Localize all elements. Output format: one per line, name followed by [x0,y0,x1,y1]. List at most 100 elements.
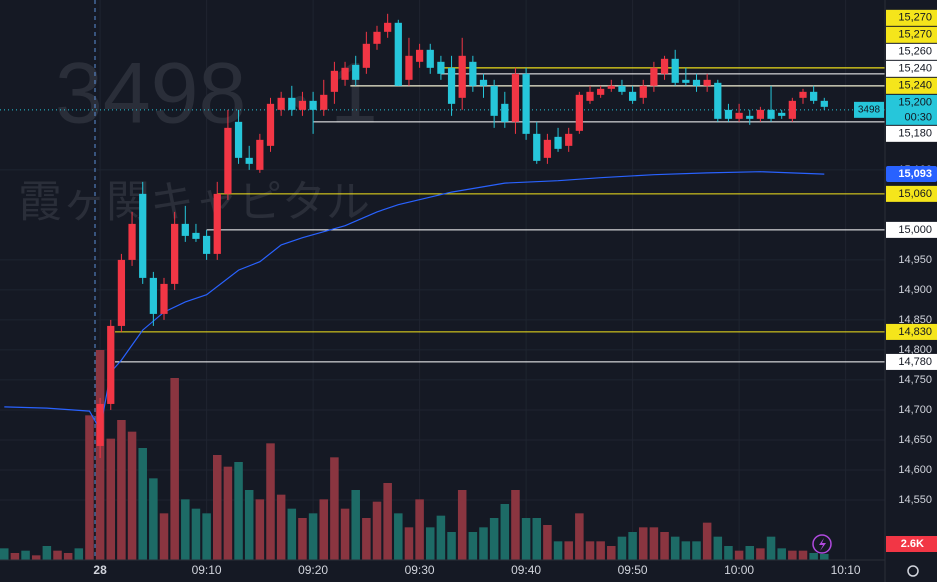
volume-bar [798,550,808,560]
volume-bar [10,553,20,560]
volume-bar [670,536,680,560]
candle-body [490,85,498,116]
volume-badge [886,536,937,552]
volume-bar [212,455,222,560]
volume-bar [74,548,84,560]
level-label: 15,240 [898,80,932,92]
candle-body [778,112,786,116]
candle-body [288,97,296,110]
volume-badge-label: 2.6K [901,538,924,550]
x-tick-label: 09:50 [618,563,648,577]
y-tick-label: 14,700 [898,404,932,416]
candle-body [149,277,157,314]
volume-bar [585,541,595,560]
y-tick-label: 14,650 [898,434,932,446]
candle-body [607,85,615,89]
last-price-badge [886,94,937,125]
volume-bar [63,553,73,560]
x-tick-label: 09:40 [511,563,541,577]
volume-bar [702,522,712,560]
volume-bar [404,527,414,560]
volume-bar [159,513,169,560]
volume-bar [202,513,211,560]
volume-bar [521,518,531,560]
candle-body [543,139,552,158]
level-label: 15,180 [898,128,932,140]
watermark-symbol: 3498 [55,46,246,142]
settings-icon[interactable] [907,565,919,577]
y-tick-label: 14,750 [898,374,932,386]
volume-bar [713,536,723,560]
candle-body [320,94,328,110]
volume-bar [266,443,275,560]
candle-body [139,193,147,278]
volume-bar [394,513,403,560]
x-tick-label: 09:30 [405,563,435,577]
level-badge [886,77,937,94]
candle-body [756,109,765,119]
candle-body [256,139,264,170]
candle-body [554,136,562,149]
volume-bar [607,546,616,560]
volume-bar [745,546,755,560]
candle-body [128,223,136,260]
volume-bar [42,546,52,560]
candle-body [447,67,456,104]
watermark-interval: 1 [330,46,378,142]
volume-bar [138,448,147,560]
candle-body [352,64,360,80]
level-label: 15,270 [898,29,932,41]
y-tick-label: 14,800 [898,344,932,356]
candle-body [362,43,370,68]
volume-bar [340,508,350,560]
candle-body [160,283,168,314]
candle-body [384,22,392,32]
volume-bar [596,541,605,560]
volume-bar [106,438,116,560]
last-price-label: 15,200 [898,97,932,109]
volume-bar [425,527,435,560]
level-label: 15,240 [898,63,932,75]
volume-bar [85,415,94,560]
candle-body [799,91,807,98]
candle-body [618,85,626,92]
vwap-badge [886,166,937,183]
volume-bar [372,501,382,560]
candle-body [202,235,211,254]
volume-bar [511,490,520,560]
candle-body [511,73,520,122]
x-tick-label: 09:20 [298,563,328,577]
level-badge [886,353,937,370]
volume-bar [447,532,456,560]
volume-bar [170,378,179,560]
level-badge [886,60,937,77]
candle-body [415,49,424,62]
level-label: 15,270 [898,12,932,24]
candle-body [277,97,285,110]
volume-bar [149,478,158,560]
countdown-label: 00:30 [904,112,932,124]
candle-body [330,70,339,92]
candle-body [234,121,243,158]
level-label: 15,260 [898,46,932,58]
alert-icon [812,534,832,554]
alert-icon-bolt [819,538,826,551]
volume-bar [724,546,733,560]
x-tick-label: 10:10 [831,563,861,577]
volume-bar [777,548,786,560]
volume-bar [436,515,446,560]
candle-body [522,73,530,134]
level-label: 14,780 [898,356,932,368]
candle-body [586,91,594,101]
volume-bar [766,536,776,560]
volume-bar [564,541,573,560]
volume-bar [553,541,563,560]
candle-body [181,223,189,236]
candle-body [107,325,115,404]
watermark-name: 霞ヶ関キャピタル [18,178,370,227]
volume-bar [21,550,30,560]
volume-bar [117,420,126,560]
candle-body [660,58,669,74]
candle-body [735,112,743,119]
